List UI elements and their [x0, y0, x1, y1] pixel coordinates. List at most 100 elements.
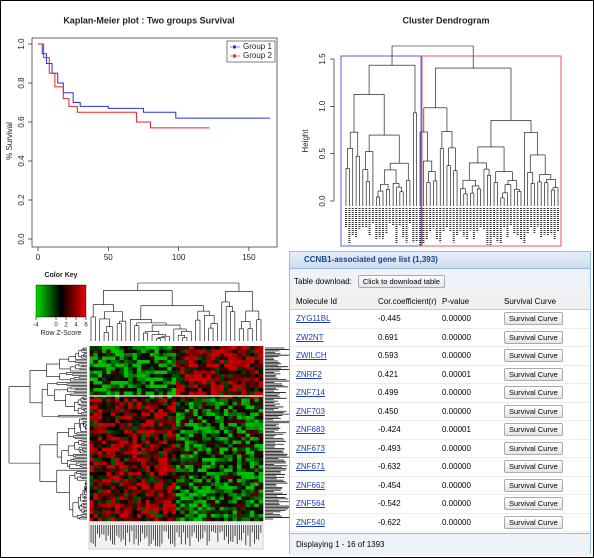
heatmap-cell	[193, 381, 199, 385]
survival-curve-button[interactable]: Survival Curve	[504, 330, 563, 344]
survival-curve-button[interactable]: Survival Curve	[504, 404, 563, 418]
heatmap-cell	[206, 384, 212, 389]
molecule-link[interactable]: ZWILCH	[296, 351, 327, 361]
heatmap-cell	[210, 384, 216, 389]
heatmap-cell	[145, 374, 151, 378]
heatmap-cell	[154, 454, 159, 459]
molecule-link[interactable]: ZNF714	[296, 388, 325, 398]
heatmap-cell	[236, 426, 242, 431]
heatmap-cell	[228, 423, 233, 427]
heatmap-cell	[102, 416, 107, 420]
survival-curve-button[interactable]: Survival Curve	[504, 312, 563, 326]
heatmap-cell	[132, 437, 138, 441]
molecule-link[interactable]: ZNRF2	[296, 369, 322, 379]
survival-curve-button[interactable]: Survival Curve	[504, 349, 563, 363]
heatmap-cell	[119, 363, 125, 368]
survival-curve-button[interactable]: Survival Curve	[504, 423, 563, 437]
survival-curve-button[interactable]: Survival Curve	[504, 386, 563, 400]
heatmap-cell	[115, 409, 120, 413]
heatmap-cell	[223, 391, 229, 396]
heatmap-cell	[184, 395, 190, 399]
heatmap-cell	[206, 503, 212, 508]
heatmap-cell	[236, 461, 242, 466]
heatmap-cell	[110, 489, 116, 494]
molecule-link[interactable]: ZNF683	[296, 425, 325, 435]
heatmap-cell	[223, 461, 229, 466]
heatmap-cell	[184, 360, 190, 364]
molecule-link[interactable]: ZNF673	[296, 443, 325, 453]
heatmap-cell	[193, 440, 199, 445]
survival-curve-button[interactable]: Survival Curve	[504, 441, 563, 455]
heatmap-cell	[236, 353, 242, 357]
heatmap-cell	[141, 416, 146, 420]
heatmap-cell	[228, 475, 233, 480]
heatmap-cell	[119, 398, 125, 403]
survival-curve-button[interactable]: Survival Curve	[504, 478, 563, 492]
heatmap-cell	[128, 402, 133, 406]
heatmap-cell	[245, 500, 251, 504]
molecule-link[interactable]: ZNF564	[296, 499, 325, 509]
heatmap-cell	[254, 465, 259, 469]
heatmap-cell	[180, 395, 185, 399]
download-button[interactable]: Click to download table	[357, 274, 445, 288]
heatmap-cell	[154, 426, 159, 431]
heatmap-cell	[254, 395, 259, 399]
heatmap-cell	[241, 489, 246, 494]
heatmap-cell	[254, 388, 259, 392]
molecule-link[interactable]: ZNF540	[296, 517, 325, 527]
heatmap-cell	[167, 472, 172, 476]
survival-curve-button[interactable]: Survival Curve	[504, 515, 563, 529]
heatmap-cell	[145, 472, 151, 476]
heatmap-cell	[167, 430, 172, 434]
survival-curve-button[interactable]: Survival Curve	[504, 497, 563, 511]
heatmap-cell	[106, 423, 112, 427]
heatmap-cell	[258, 458, 264, 462]
heatmap-cell	[232, 514, 238, 518]
heatmap-cell	[115, 360, 120, 364]
molecule-link[interactable]: ZW2NT	[296, 332, 324, 342]
heatmap-cell	[206, 461, 212, 466]
table-cell: -0.493	[378, 443, 401, 453]
heatmap-cell	[223, 472, 229, 476]
heatmap-cell	[89, 496, 94, 501]
heatmap-cell	[258, 402, 264, 406]
heatmap-cell	[215, 391, 220, 396]
heatmap-cell	[189, 367, 194, 371]
heatmap-cell	[197, 447, 203, 452]
heatmap-cell	[249, 454, 255, 459]
heatmap-cell	[236, 517, 242, 522]
heatmap-cell	[197, 479, 203, 483]
table-row: ZYG11BL -0.445 0.00000 Survival Curve	[290, 310, 590, 329]
heatmap-cell	[123, 398, 129, 403]
heatmap-cell	[228, 374, 233, 378]
heatmap-cell	[106, 500, 112, 504]
heatmap-cell	[132, 496, 138, 501]
survival-curve-button[interactable]: Survival Curve	[504, 460, 563, 474]
heatmap-cell	[171, 433, 177, 438]
heatmap-cell	[189, 510, 194, 515]
heatmap-cell	[123, 475, 129, 480]
heatmap-cell	[232, 395, 238, 399]
heatmap-cell	[123, 349, 129, 354]
heatmap-cell	[145, 433, 151, 438]
molecule-link[interactable]: ZNF662	[296, 480, 325, 490]
heatmap-cell	[241, 426, 246, 431]
heatmap-cell	[180, 496, 185, 501]
heatmap-cell	[128, 433, 133, 438]
heatmap-cell	[158, 374, 164, 378]
heatmap-cell	[97, 412, 103, 417]
heatmap-cell	[180, 398, 185, 403]
heatmap-cell	[158, 507, 164, 511]
heatmap-cell	[89, 468, 94, 473]
heatmap-cell	[115, 374, 120, 378]
molecule-link[interactable]: ZNF703	[296, 406, 325, 416]
survival-curve-button[interactable]: Survival Curve	[504, 367, 563, 381]
heatmap-cell	[106, 451, 112, 455]
molecule-link[interactable]: ZNF671	[296, 462, 325, 472]
heatmap-cell	[123, 384, 129, 389]
heatmap-cell	[180, 465, 185, 469]
heatmap-cell	[128, 381, 133, 385]
molecule-link[interactable]: ZYG11BL	[296, 314, 331, 324]
heatmap-cell	[176, 454, 181, 459]
heatmap-cell	[145, 419, 151, 424]
